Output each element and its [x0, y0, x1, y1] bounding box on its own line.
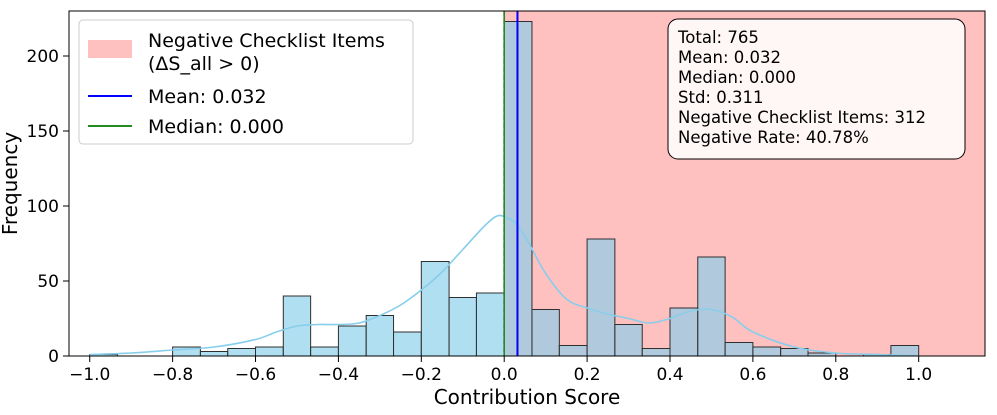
- x-axis-ticks: −1.0 −0.8 −0.6 −0.4 −0.2 0.0 0.2 0.4 0.6 0.8 1.0: [69, 356, 932, 385]
- x-tick-label: 0.0: [491, 365, 518, 385]
- x-tick-label: −1.0: [69, 365, 110, 385]
- legend-negative-label: Negative Checklist Items: [148, 30, 385, 52]
- histogram-bar: [558, 345, 588, 357]
- y-tick-label: 50: [37, 272, 59, 292]
- histogram-bar: [614, 324, 643, 357]
- histogram-bar: [752, 346, 782, 357]
- y-tick-label: 150: [27, 122, 59, 142]
- plot-frame: [68, 10, 986, 357]
- legend-negative-sublabel: (ΔS_all > 0): [148, 53, 260, 75]
- histogram-bar: [448, 297, 477, 357]
- histogram-bar: [337, 325, 367, 357]
- x-tick-label: −0.6: [235, 365, 276, 385]
- stats-std: Std: 0.311: [678, 88, 763, 107]
- x-tick-label: 0.6: [739, 365, 766, 385]
- legend-frame: [78, 19, 414, 145]
- x-axis-label: Contribution Score: [434, 385, 621, 409]
- histogram-bar: [697, 256, 726, 357]
- x-tick-label: 0.4: [656, 365, 683, 385]
- legend-negative-patch: [88, 40, 132, 58]
- y-axis-ticks: 0 50 100 150 200: [27, 47, 69, 367]
- legend-median-label: Median: 0.000: [148, 116, 284, 138]
- y-tick-label: 100: [27, 197, 59, 217]
- x-tick-label: −0.2: [401, 365, 442, 385]
- stats-negative-rate: Negative Rate: 40.78%: [678, 128, 869, 147]
- stats-box: Total: 765 Mean: 0.032 Median: 0.000 Std…: [667, 18, 966, 160]
- y-axis-label: Frequency: [0, 132, 22, 235]
- x-tick-label: 0.8: [822, 365, 849, 385]
- stats-total: Total: 765: [677, 28, 759, 47]
- stats-negative-count: Negative Checklist Items: 312: [678, 108, 926, 127]
- histogram-bar: [586, 238, 616, 357]
- histogram-bar: [227, 348, 257, 357]
- histogram-bar: [365, 315, 395, 357]
- stats-mean: Mean: 0.032: [678, 48, 781, 67]
- histogram-bar: [420, 261, 450, 357]
- histogram-bar: [310, 346, 339, 357]
- legend: Negative Checklist Items (ΔS_all > 0) Me…: [78, 19, 414, 145]
- histogram-bar: [531, 309, 560, 357]
- histogram-bar: [199, 351, 229, 357]
- histogram-bar: [255, 346, 284, 357]
- y-tick-label: 0: [48, 347, 59, 367]
- histogram-bar: [641, 348, 671, 357]
- histogram-bar: [669, 307, 699, 357]
- y-tick-label: 200: [27, 47, 59, 67]
- stats-median: Median: 0.000: [678, 68, 796, 87]
- x-tick-label: 0.2: [574, 365, 601, 385]
- x-tick-label: −0.8: [152, 365, 193, 385]
- x-tick-label: −0.4: [318, 365, 359, 385]
- legend-mean-label: Mean: 0.032: [148, 86, 267, 108]
- stats-box-frame: [667, 18, 966, 160]
- histogram-bar: [724, 342, 754, 357]
- x-tick-label: 1.0: [905, 365, 932, 385]
- histogram-bar: [393, 331, 422, 357]
- histogram-bar: [475, 292, 505, 357]
